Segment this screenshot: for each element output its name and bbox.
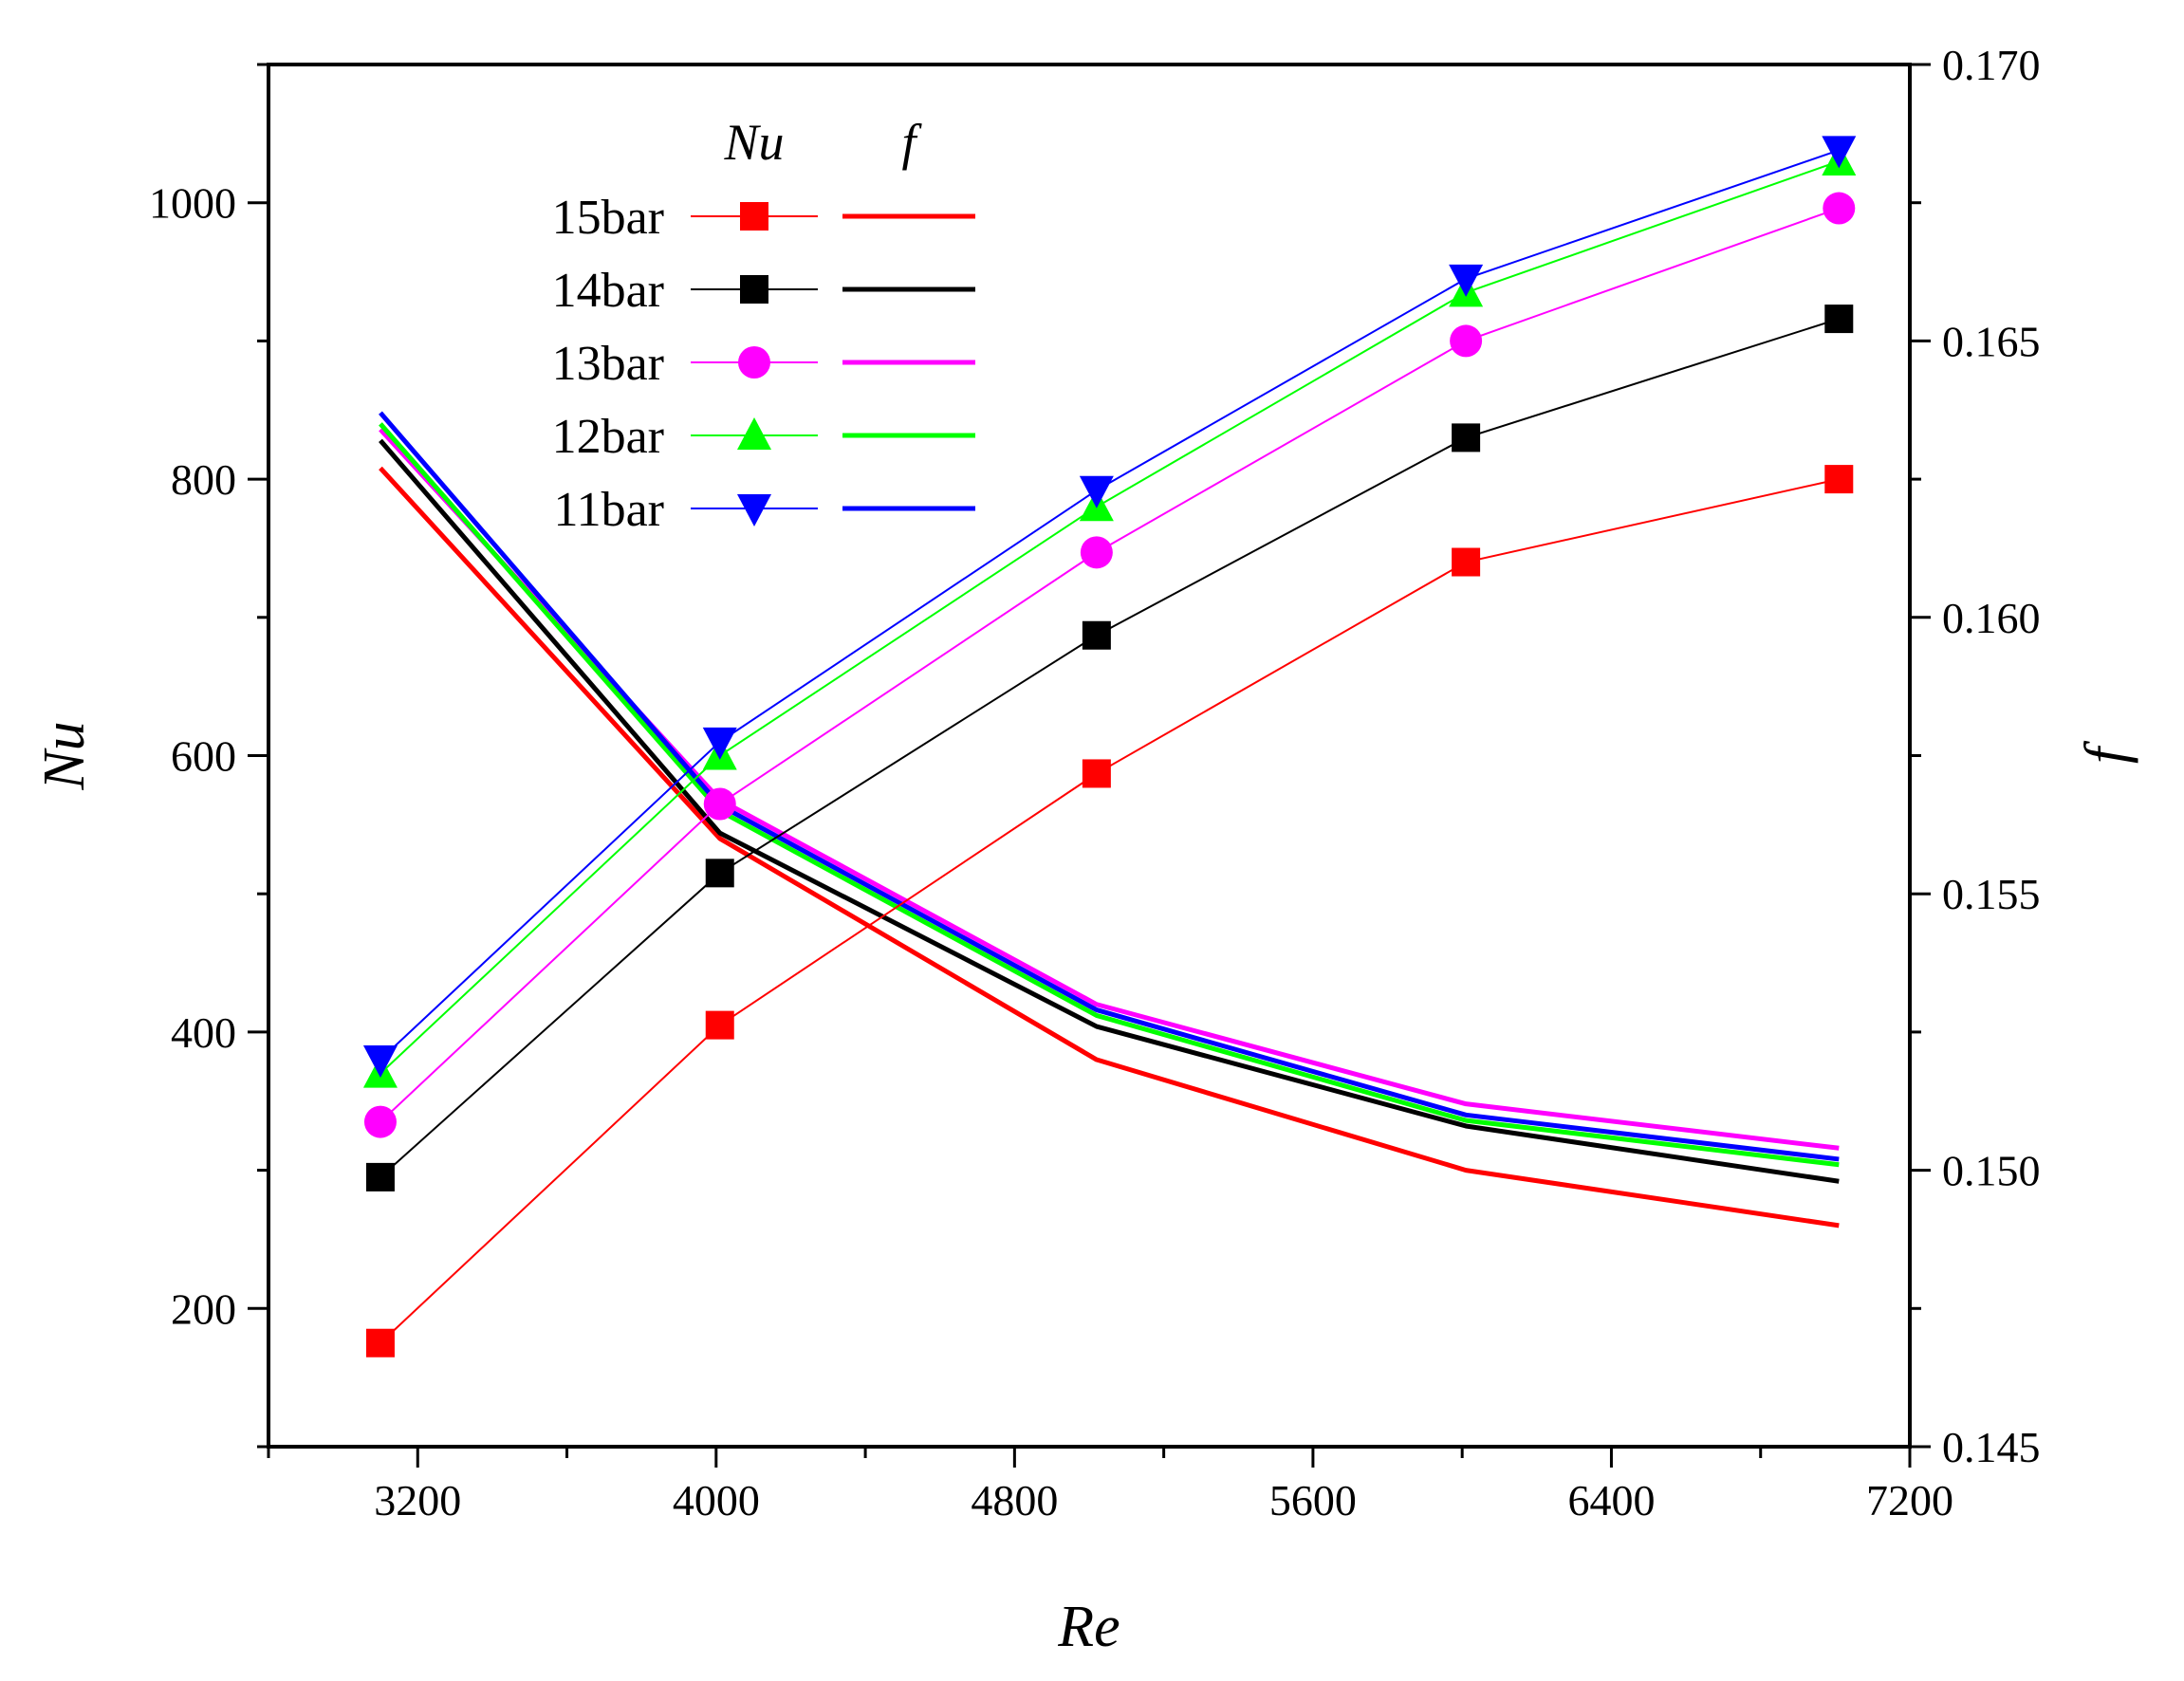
nu-point-15bar (365, 1328, 395, 1358)
plot-frame (267, 63, 1912, 1449)
nu-point-15bar (1452, 547, 1481, 577)
y-left-tick-label: 400 (171, 1008, 236, 1057)
x-tick-label: 4800 (971, 1476, 1058, 1524)
legend-label-14bar: 14bar (552, 264, 664, 318)
nu-point-15bar (705, 1010, 734, 1040)
f-line-11bar (379, 411, 1840, 1162)
legend-label-11bar: 11bar (554, 483, 664, 537)
nu-point-15bar (1082, 759, 1111, 788)
y-right-tick-label: 0.145 (1942, 1423, 2041, 1471)
nu-point-11bar (1822, 136, 1857, 169)
x-tick-label: 6400 (1567, 1476, 1655, 1524)
y-right-tick-label: 0.170 (1942, 41, 2041, 89)
nu-point-14bar (1824, 305, 1854, 334)
y-left-tick-label: 200 (171, 1284, 236, 1333)
nu-point-13bar (1823, 192, 1856, 225)
tick-labels-layer: 3200 4000 4800 5600 6400 7200 200 400 600 800 1000… (149, 41, 2041, 1524)
legend-nu-marker-11bar (737, 494, 771, 526)
nu-point-11bar (702, 727, 737, 760)
legend-label-13bar: 13bar (552, 337, 664, 391)
nu-point-14bar (1452, 423, 1481, 453)
legend-nu-marker-15bar (740, 202, 768, 231)
nu-point-15bar (1824, 465, 1854, 494)
y-right-tick-label: 0.165 (1942, 317, 2041, 365)
legend-header-nu: Nu (723, 114, 784, 171)
nu-point-11bar (362, 1045, 398, 1079)
f-line-14bar (379, 438, 1840, 1184)
y-right-tick-label: 0.155 (1942, 870, 2041, 918)
y-right-tick-label: 0.150 (1942, 1147, 2041, 1195)
nu-point-13bar (1450, 324, 1483, 358)
nu-series-layer (362, 136, 1857, 1358)
legend-nu-marker-12bar (737, 417, 771, 450)
nu-point-14bar (1082, 620, 1111, 650)
legend-label-12bar: 12bar (552, 410, 664, 464)
x-tick-label: 4000 (673, 1476, 760, 1524)
y-axis-left-title: Nu (32, 721, 97, 790)
legend-label-15bar: 15bar (552, 191, 664, 245)
y-left-tick-label: 1000 (149, 179, 236, 228)
nu-point-13bar (703, 787, 736, 821)
y-left-tick-label: 800 (171, 455, 236, 504)
nu-point-14bar (365, 1162, 395, 1191)
nu-point-11bar (1449, 264, 1484, 297)
f-line-15bar (379, 466, 1840, 1228)
nu-point-14bar (705, 859, 734, 888)
x-tick-label: 7200 (1866, 1476, 1953, 1524)
f-line-12bar (379, 422, 1840, 1168)
nu-point-13bar (363, 1105, 397, 1138)
x-tick-label: 5600 (1269, 1476, 1357, 1524)
ticks-layer (248, 63, 1931, 1468)
nu-point-13bar (1080, 536, 1113, 569)
nu-point-11bar (1079, 475, 1114, 508)
legend-nu-marker-14bar (740, 275, 768, 304)
legend-nu-marker-13bar (738, 346, 770, 379)
y-left-tick-label: 600 (171, 732, 236, 781)
x-axis-title: Re (1057, 1595, 1120, 1659)
x-tick-label: 3200 (374, 1476, 461, 1524)
f-series-layer (379, 411, 1840, 1228)
y-right-tick-label: 0.160 (1942, 594, 2041, 642)
